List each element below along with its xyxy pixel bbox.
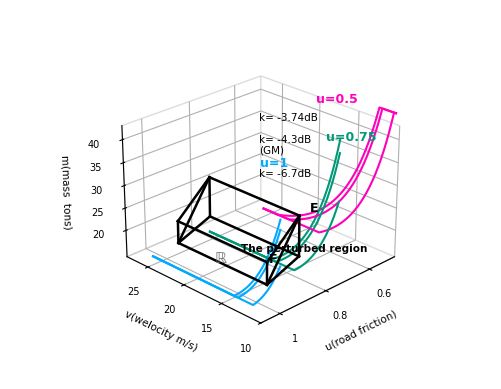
Y-axis label: v(welocity m/s): v(welocity m/s)	[123, 308, 199, 353]
X-axis label: u(road friction): u(road friction)	[324, 309, 398, 353]
